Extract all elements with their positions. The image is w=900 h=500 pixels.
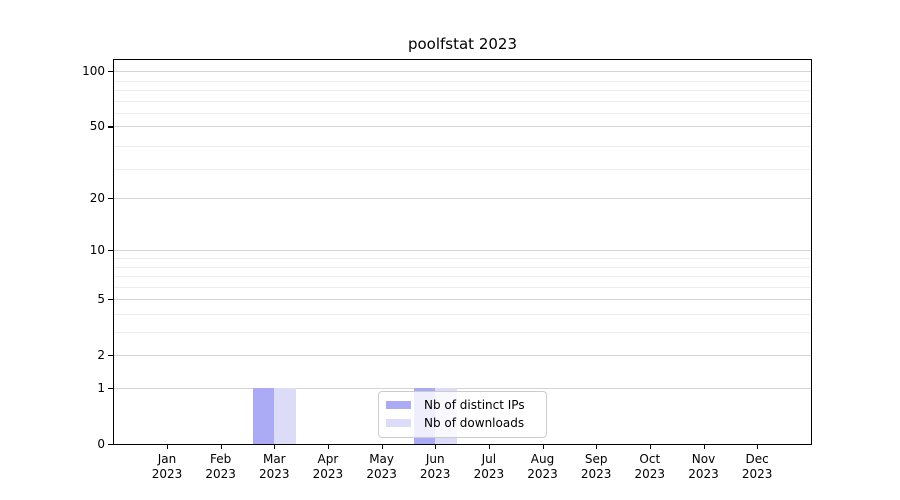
x-tick-label: Dec 2023 (725, 452, 789, 482)
y-tick-label: 100 (82, 64, 105, 79)
x-tick (542, 445, 544, 449)
legend-swatch (386, 419, 411, 427)
chart-title: poolfstat 2023 (407, 35, 518, 53)
x-tick-month: Apr (317, 452, 339, 466)
x-tick-month: Aug (530, 452, 555, 466)
gridline-minor (114, 169, 811, 171)
x-tick-label: Sep 2023 (564, 452, 628, 482)
x-tick (435, 445, 437, 449)
legend-item: Nb of downloads (386, 414, 540, 432)
x-tick-year: 2023 (634, 467, 666, 481)
gridline-major (114, 250, 811, 252)
x-tick-month: Jan (157, 452, 177, 466)
x-tick-label: Apr 2023 (296, 452, 360, 482)
legend-swatch (386, 401, 411, 409)
gridline-minor (114, 276, 811, 277)
y-tick-label: 10 (89, 243, 105, 258)
y-tick-label: 0 (97, 437, 105, 451)
x-tick (703, 445, 705, 449)
legend-box: Nb of distinct IPs Nb of downloads (378, 391, 547, 438)
bar-distinct-ips (252, 388, 275, 444)
x-tick-year: 2023 (312, 467, 344, 481)
gridline-minor (114, 286, 811, 288)
x-tick-label: Jan 2023 (135, 452, 199, 482)
x-tick (757, 445, 759, 449)
x-tick-label: Oct 2023 (618, 452, 682, 482)
gridline-minor (114, 113, 811, 115)
legend-label: Nb of distinct IPs (424, 398, 525, 412)
y-tick (108, 355, 113, 357)
y-tick (108, 198, 113, 200)
x-tick (488, 445, 491, 449)
x-tick (274, 445, 276, 449)
x-tick-year: 2023 (473, 467, 505, 481)
x-tick (220, 445, 222, 449)
bar-downloads (274, 388, 296, 444)
x-tick (381, 445, 383, 449)
y-tick (108, 250, 113, 252)
y-tick-label: 1 (97, 381, 105, 395)
x-tick-label: May 2023 (350, 452, 414, 482)
x-tick-month: Oct (639, 452, 661, 466)
gridline-minor (114, 258, 811, 259)
gridline-minor (114, 90, 811, 91)
x-tick-year: 2023 (366, 467, 397, 481)
x-tick-label: Jun 2023 (403, 452, 467, 482)
x-tick-year: 2023 (205, 467, 236, 481)
x-tick-month: Jul (481, 452, 497, 466)
y-tick (108, 126, 113, 128)
plot-area: Nb of distinct IPs Nb of downloads (113, 59, 812, 445)
x-tick-year: 2023 (419, 467, 451, 481)
gridline-major (114, 126, 811, 128)
gridline-minor (114, 100, 811, 102)
y-tick-label: 2 (97, 348, 105, 363)
x-tick-label: Jul 2023 (457, 452, 521, 482)
x-tick-label: Mar 2023 (242, 452, 306, 482)
x-tick-month: Nov (691, 452, 716, 466)
y-tick (108, 71, 113, 73)
x-tick-year: 2023 (741, 467, 773, 481)
x-tick (327, 445, 330, 449)
x-tick (649, 445, 651, 449)
x-tick-month: Mar (262, 452, 286, 466)
x-tick-year: 2023 (580, 467, 612, 481)
x-tick-year: 2023 (688, 467, 719, 481)
gridline-major (114, 198, 811, 200)
y-tick-label: 50 (89, 119, 105, 134)
x-tick-month: May (369, 452, 394, 466)
gridline-major (114, 355, 811, 357)
gridline-minor (114, 266, 811, 268)
x-tick-label: Feb 2023 (189, 452, 253, 482)
gridline-major (114, 299, 811, 301)
x-tick (167, 445, 169, 449)
gridline-minor (114, 332, 811, 333)
y-tick (108, 444, 113, 446)
y-tick (108, 299, 113, 301)
x-tick-year: 2023 (151, 467, 183, 481)
x-tick-label: Nov 2023 (672, 452, 736, 482)
x-tick-month: Jun (425, 452, 445, 466)
y-tick-label: 20 (89, 191, 105, 206)
y-tick (108, 388, 113, 390)
x-tick (596, 445, 598, 449)
x-tick-year: 2023 (527, 467, 558, 481)
legend-item: Nb of distinct IPs (386, 396, 540, 414)
x-tick-year: 2023 (259, 467, 290, 481)
gridline-minor (114, 80, 811, 82)
y-tick-label: 5 (97, 292, 105, 307)
gridline-major (114, 388, 811, 389)
legend-label: Nb of downloads (424, 416, 525, 430)
gridline-major (114, 71, 811, 73)
x-tick-month: Feb (209, 452, 232, 466)
x-tick-month: Dec (745, 452, 769, 466)
x-tick-month: Sep (584, 452, 608, 466)
gridline-minor (114, 314, 811, 315)
x-tick-label: Aug 2023 (511, 452, 575, 482)
gridline-minor (114, 146, 811, 147)
